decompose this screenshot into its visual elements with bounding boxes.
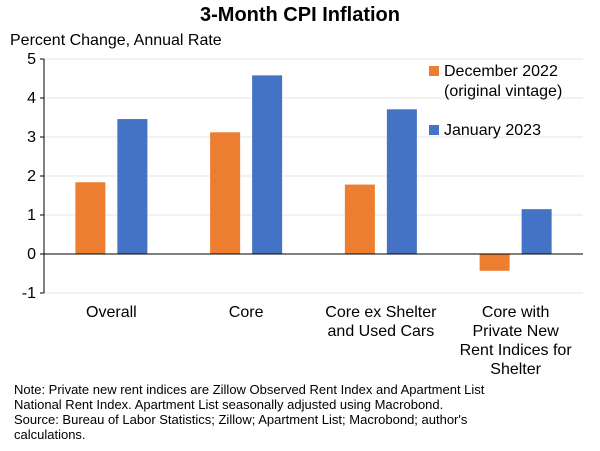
bar-january-2023	[252, 75, 283, 254]
bar-december-2022	[210, 132, 241, 254]
category-label: Core with Private New Rent Indices for Shel…	[460, 304, 573, 378]
note-line: National Rent Index. Apartment List seas…	[14, 397, 444, 412]
legend-swatch-january-2023	[429, 125, 439, 135]
note-line: Note: Private new rent indices are Zillo…	[14, 382, 485, 397]
legend-label-line: December 2022	[444, 63, 558, 80]
y-axis-label: Percent Change, Annual Rate	[10, 32, 222, 49]
y-tick-label: 1	[27, 207, 36, 224]
bar-december-2022	[344, 184, 375, 254]
note-line: Source: Bureau of Labor Statistics; Zill…	[14, 412, 468, 427]
category-label-line: Overall	[86, 304, 137, 321]
category-label-line: Core ex Shelter	[325, 304, 437, 321]
y-tick-label: -1	[22, 285, 36, 302]
category-label-line: Rent Indices for	[460, 342, 573, 359]
bar-december-2022	[75, 182, 106, 254]
y-tick-label: 5	[27, 51, 36, 68]
category-label: Core ex Shelter and Used Cars	[325, 304, 437, 340]
chart-title: 3-Month CPI Inflation	[200, 4, 400, 26]
legend-label-line: (original vintage)	[444, 83, 562, 100]
category-label-line: and Used Cars	[328, 323, 435, 340]
note-line: calculations.	[14, 427, 86, 442]
category-label: Overall	[86, 304, 137, 321]
y-tick-label: 3	[27, 129, 36, 146]
legend-label: January 2023	[444, 122, 541, 139]
category-label-line: Private New	[473, 323, 560, 340]
y-tick-label: 2	[27, 168, 36, 185]
y-tick-label: 0	[27, 246, 36, 263]
legend-label-line: January 2023	[444, 122, 541, 139]
bar-january-2023	[117, 119, 148, 254]
category-label-line: Core	[229, 304, 264, 321]
category-label: Core	[229, 304, 264, 321]
bar-december-2022	[479, 254, 510, 271]
legend-label: December 2022 (original vintage)	[444, 63, 562, 100]
bar-january-2023	[521, 209, 552, 254]
category-label-line: Core with	[482, 304, 550, 321]
legend-swatch-december-2022	[429, 66, 439, 76]
y-tick-label: 4	[27, 90, 36, 107]
category-label-line: Shelter	[490, 361, 541, 378]
chart-note: Note: Private new rent indices are Zillo…	[14, 382, 590, 442]
bar-january-2023	[386, 109, 417, 254]
